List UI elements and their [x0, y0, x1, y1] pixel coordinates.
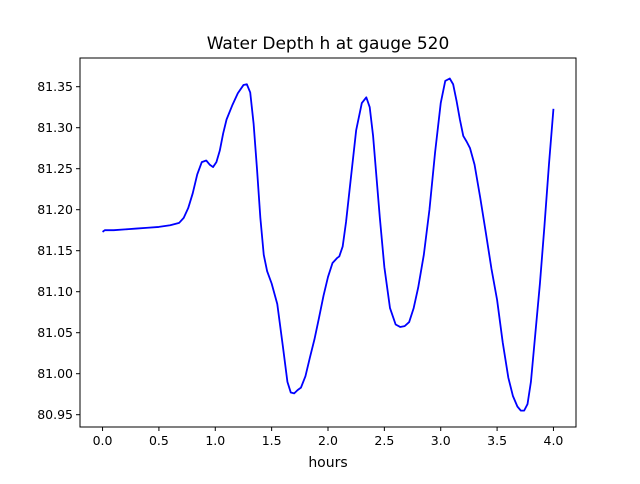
x-tick-label: 1.5 [262, 433, 282, 448]
y-tick-label: 81.00 [37, 366, 73, 381]
y-tick-label: 81.10 [37, 284, 73, 299]
x-axis-ticks: 0.0 0.5 1.0 1.5 2.0 2.5 3.0 3.5 4.0 [93, 427, 564, 448]
y-tick-label: 81.20 [37, 202, 73, 217]
x-tick-label: 3.0 [431, 433, 451, 448]
x-tick-label: 0.5 [149, 433, 169, 448]
x-tick-label: 2.0 [318, 433, 338, 448]
series-line-0 [102, 77, 555, 412]
y-tick-label: 81.35 [37, 79, 73, 94]
x-tick-label: 1.0 [205, 433, 225, 448]
x-tick-label: 2.5 [374, 433, 394, 448]
y-tick-label: 81.05 [37, 325, 73, 340]
chart-title: Water Depth h at gauge 520 [207, 34, 450, 54]
y-axis-ticks: 80.95 81.00 81.05 81.10 81.15 81.20 81.25 81.30… [37, 79, 80, 422]
y-tick-label: 81.25 [37, 161, 73, 176]
y-tick-label: 80.95 [37, 407, 73, 422]
x-tick-label: 4.0 [544, 433, 564, 448]
x-tick-label: 0.0 [93, 433, 113, 448]
x-tick-label: 3.5 [487, 433, 507, 448]
x-axis-label: hours [308, 455, 347, 471]
y-tick-label: 81.15 [37, 243, 73, 258]
y-tick-label: 81.30 [37, 120, 73, 135]
plot-area [102, 77, 555, 412]
